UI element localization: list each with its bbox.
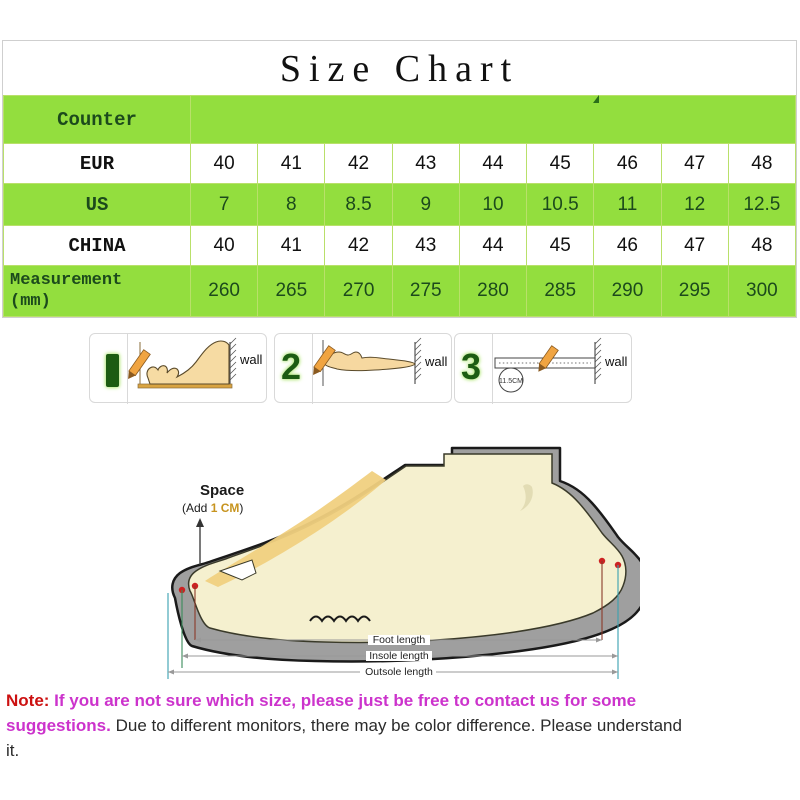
svg-text:wall: wall xyxy=(424,354,448,369)
svg-text:wall: wall xyxy=(604,354,628,369)
svg-text:Outsole length: Outsole length xyxy=(365,666,433,678)
svg-text:(Add 1 CM): (Add 1 CM) xyxy=(182,501,243,515)
svg-text:11.5CM: 11.5CM xyxy=(499,378,523,385)
svg-text:Insole length: Insole length xyxy=(369,650,429,662)
svg-text:Space: Space xyxy=(200,482,244,499)
svg-text:Foot length: Foot length xyxy=(373,634,426,646)
svg-text:wall: wall xyxy=(239,352,263,367)
